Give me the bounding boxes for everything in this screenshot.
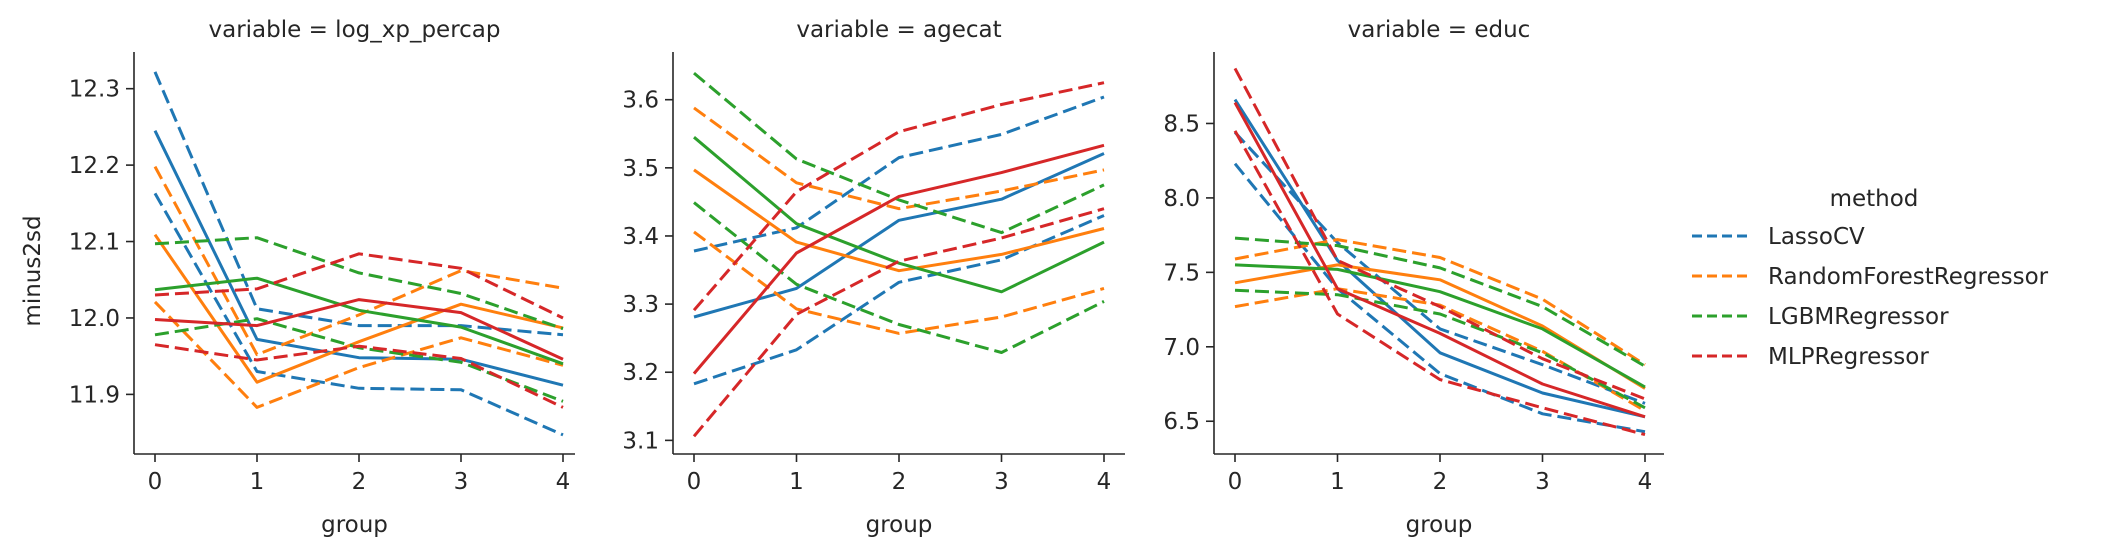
facet-panel-2: 6.5 7.0 7.5 8.0 8.5 0 1 2 3 4 group variable = educ [1163,17,1664,538]
series-line-mlpregressor-bound [154,343,564,409]
legend-item: LGBMRegressor [1692,304,1949,330]
legend-item: MLPRegressor [1692,344,1929,370]
y-tick-label: 8.5 [1163,111,1200,137]
y-tick-label: 3.6 [622,88,659,114]
series-line-lgbmregressor-bound [693,71,1105,235]
series-line-lgbmregressor-mean [1234,263,1646,389]
y-tick-label: 7.0 [1163,335,1200,361]
x-tick-label: 1 [1330,469,1345,495]
series-line-lassocv-mean [153,130,564,387]
series-line-mlpregressor-bound [1233,67,1646,401]
series-line-lassocv-bound [153,192,564,437]
x-axis-label: group [321,512,388,538]
series-line-randomforestregressor-bound [1234,238,1646,366]
x-tick-label: 3 [454,469,469,495]
x-tick-label: 1 [789,469,804,495]
series-line-lgbmregressor-mean [693,136,1105,294]
series-line-mlpregressor-bound [154,252,564,320]
series-line-randomforestregressor-bound [693,106,1105,211]
series-line-mlpregressor-bound [692,81,1105,312]
y-axis-label: minus2sd [20,215,46,326]
legend-label: RandomForestRegressor [1768,264,2049,290]
series-line-lassocv-mean [693,152,1105,319]
x-tick-label: 0 [148,469,163,495]
y-tick-label: 12.0 [69,306,120,332]
y-tick-label: 6.5 [1163,409,1200,435]
facet-title: variable = agecat [796,17,1001,43]
x-tick-label: 0 [1228,469,1243,495]
series-line-mlpregressor-mean [154,298,564,361]
x-tick-label: 3 [1535,469,1550,495]
y-tick-label: 12.2 [69,153,120,179]
facet-panel-0: 11.9 12.0 12.1 12.2 12.3 0 1 2 3 4 group variable =… [69,17,575,538]
series-line-lgbmregressor-bound [1234,288,1646,410]
series-line-lassocv-bound [153,71,564,337]
legend-label: MLPRegressor [1768,344,1929,370]
facet-panel-1: 3.1 3.2 3.3 3.4 3.5 3.6 0 1 2 3 4 group variable = a… [622,17,1125,538]
series-line-randomforestregressor-bound [693,230,1105,335]
series-line-mlpregressor-bound [692,207,1105,438]
y-tick-label: 12.3 [69,77,120,103]
series-line-lassocv-bound [693,95,1105,253]
series-line-lassocv-bound [1233,131,1646,405]
legend-item: LassoCV [1692,224,1865,250]
legend: method LassoCV RandomForestRegressor LGBMR… [1692,186,2049,370]
series-line-lgbmregressor-mean [154,276,564,366]
series-line-lgbmregressor-bound [693,201,1105,354]
series-line-mlpregressor-mean [692,143,1105,375]
facet-title: variable = educ [1348,17,1531,43]
x-tick-label: 2 [892,469,907,495]
series-line-randomforestregressor-mean [693,168,1105,273]
legend-title: method [1830,186,1919,212]
facet-title: variable = log_xp_percap [209,17,501,43]
x-tick-label: 4 [1097,469,1112,495]
x-tick-label: 4 [556,469,571,495]
y-tick-label: 3.4 [622,224,659,250]
x-tick-label: 3 [994,469,1009,495]
y-tick-label: 7.5 [1163,260,1200,286]
y-tick-label: 12.1 [69,230,120,256]
y-tick-label: 11.9 [69,382,120,408]
x-tick-label: 4 [1638,469,1653,495]
x-tick-label: 2 [1433,469,1448,495]
series-line-lassocv-bound [1233,162,1646,434]
legend-label: LGBMRegressor [1768,304,1949,330]
x-axis-label: group [866,512,933,538]
series-line-mlpregressor-bound [1233,130,1646,437]
y-tick-label: 3.3 [622,292,659,318]
y-tick-label: 3.1 [622,428,659,454]
x-tick-label: 1 [250,469,265,495]
y-tick-label: 3.5 [622,156,659,182]
y-tick-label: 8.0 [1163,186,1200,212]
legend-label: LassoCV [1768,224,1865,250]
x-axis-label: group [1406,512,1473,538]
x-tick-label: 0 [687,469,702,495]
series-line-mlpregressor-mean [1233,101,1646,419]
x-tick-label: 2 [352,469,367,495]
series-line-lgbmregressor-bound [154,236,564,331]
series-line-randomforestregressor-mean [153,233,564,384]
series-line-lgbmregressor-bound [1234,236,1646,368]
y-tick-label: 3.2 [622,360,659,386]
legend-item: RandomForestRegressor [1692,264,2049,290]
